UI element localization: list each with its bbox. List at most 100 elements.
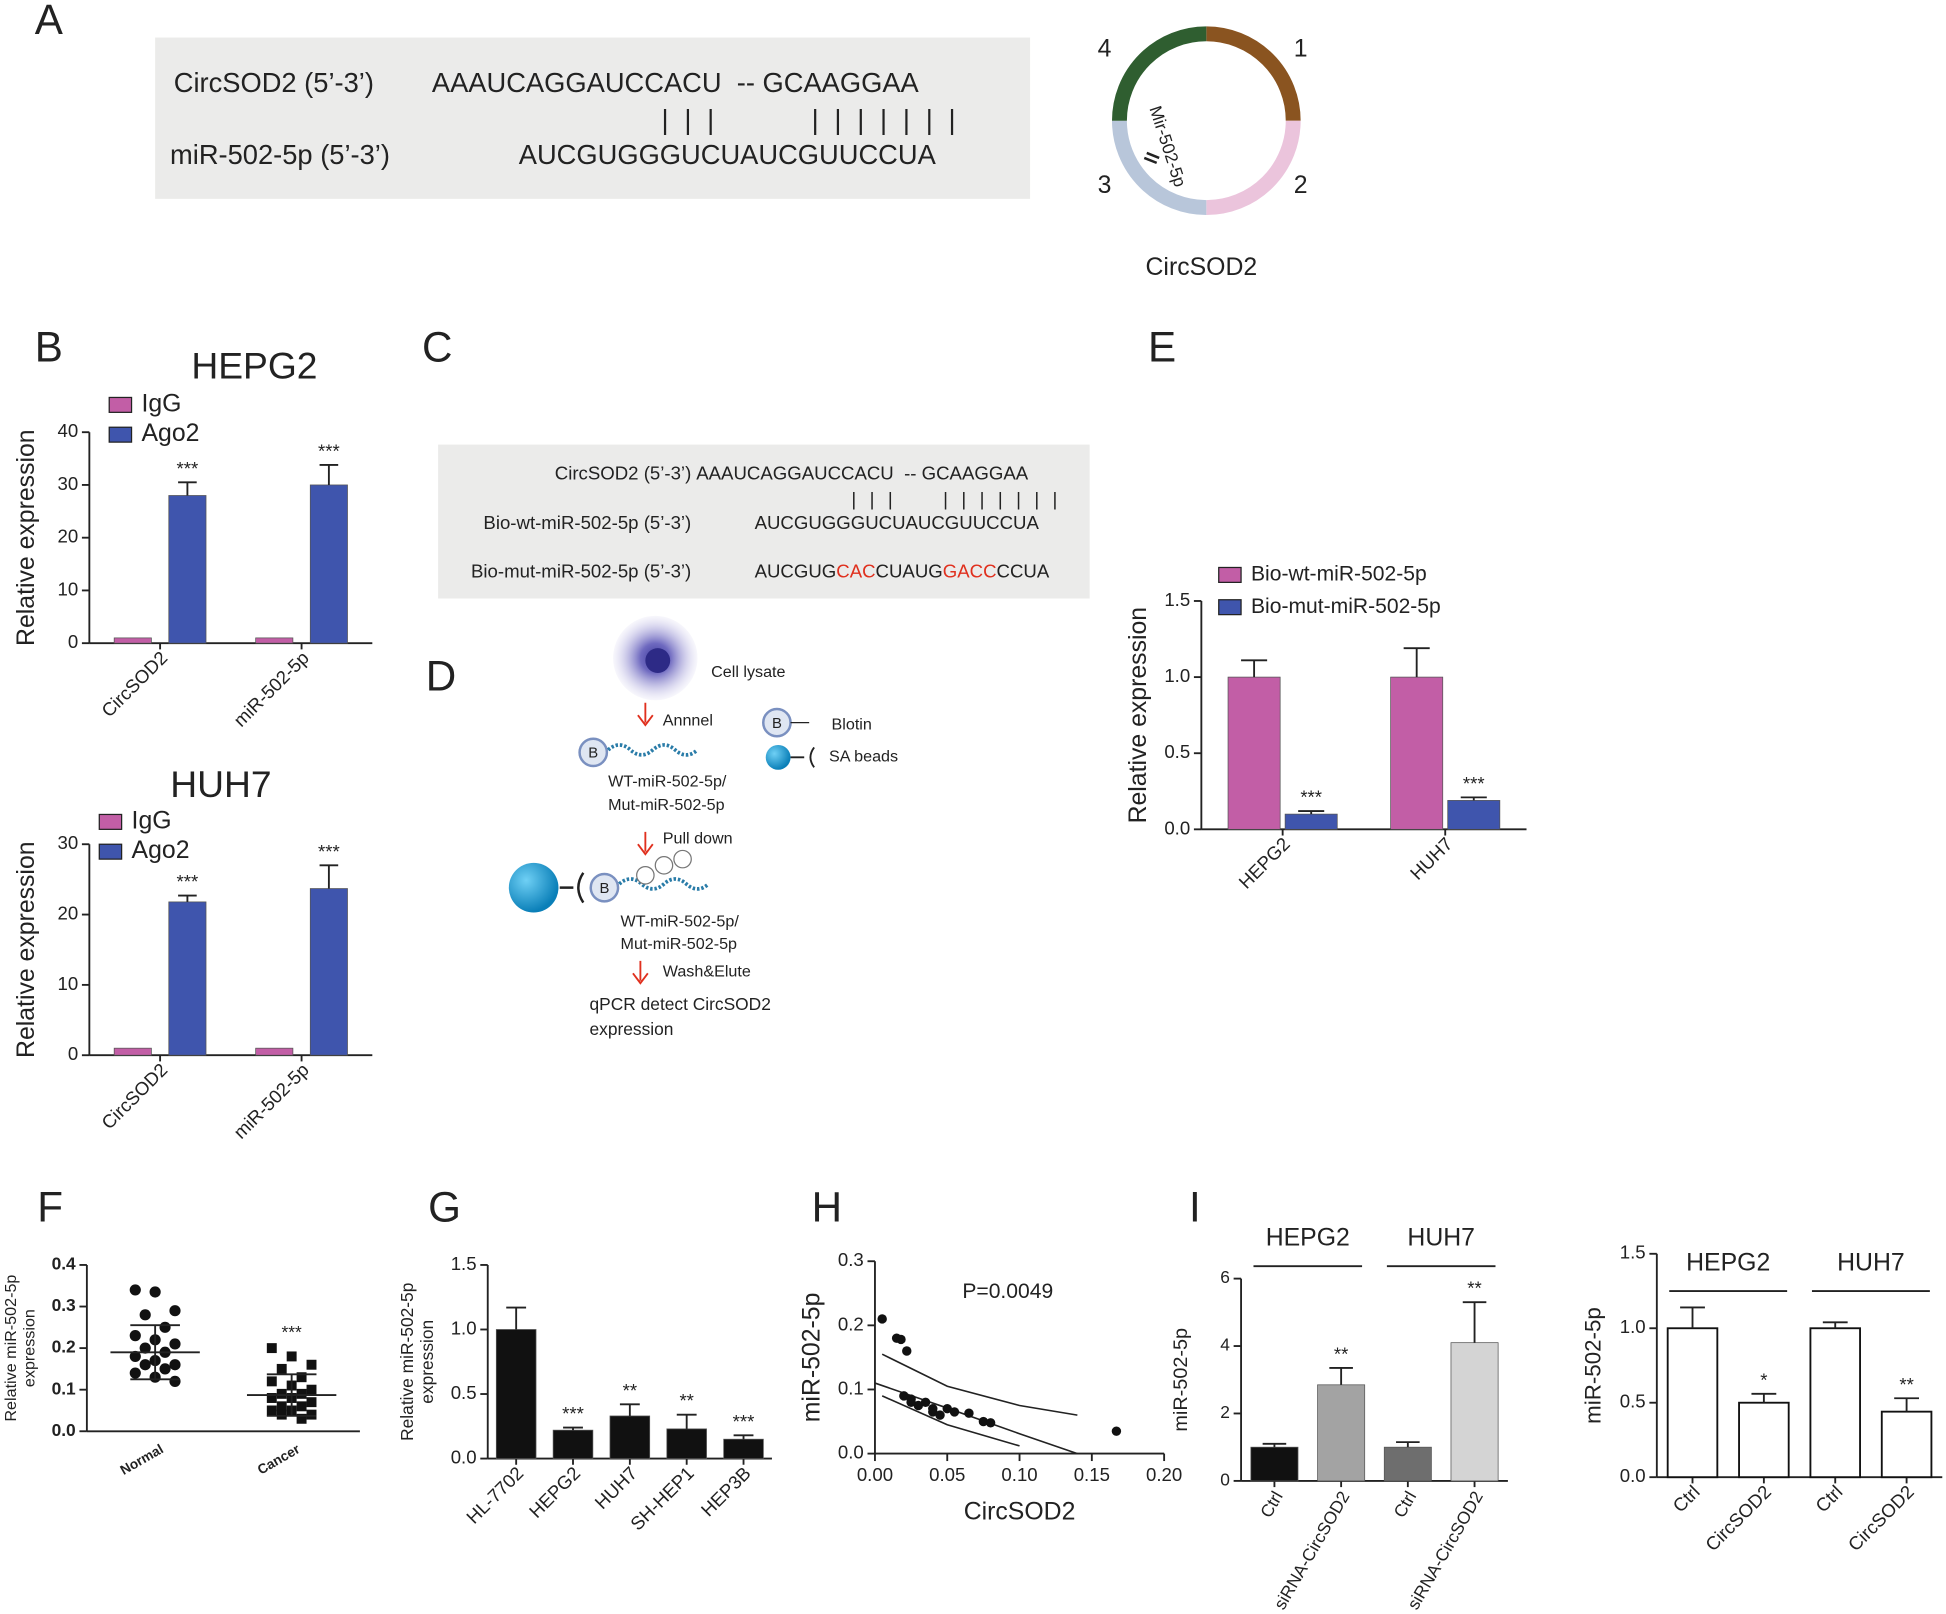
panel-label: I (1189, 1183, 1201, 1230)
x-tick-label: siRNA-CircSOD2 (1403, 1488, 1487, 1613)
y-tick-label: 0.0 (1164, 817, 1190, 838)
bound-rna-icon (654, 856, 674, 875)
error-bar (178, 481, 197, 496)
chart-title: HEPG2 (191, 345, 317, 387)
x-tick-label: HUH7 (1406, 833, 1457, 884)
diagram-text: Mut-miR-502-5p (608, 796, 725, 814)
x-tick-label: CircSOD2 (1701, 1481, 1775, 1555)
data-point (902, 1346, 912, 1356)
x-tick-label: CircSOD2 (97, 647, 171, 721)
y-tick-label: 0.5 (1164, 741, 1190, 762)
significance: ** (679, 1390, 693, 1411)
cell-nucleus-icon (645, 648, 671, 673)
y-tick-label: 1.5 (1620, 1242, 1646, 1263)
legend-text: Blotin (832, 715, 872, 733)
y-axis-label: Relative expression (13, 429, 40, 646)
error-bar (1460, 796, 1487, 801)
significance: *** (733, 1411, 755, 1432)
bar (309, 888, 348, 1056)
significance: *** (177, 871, 199, 892)
bar (1317, 1384, 1366, 1482)
biotin-letter: B (599, 881, 609, 897)
y-tick-label: 30 (57, 832, 78, 853)
y-tick-label: 0.0 (838, 1442, 864, 1463)
significance: * (1760, 1369, 1767, 1390)
diagram-text: Wash&Elute (663, 962, 751, 980)
diagram-text: Cell lysate (711, 663, 785, 681)
binding-site-mark (1143, 151, 1160, 165)
arrow (632, 960, 649, 985)
error-bar (676, 1413, 697, 1429)
pulldown-diagram: Cell lysate Annnel Annnel B WT-miR-502-5… (508, 615, 898, 1039)
sequence-box (438, 444, 1090, 599)
error-bar (178, 894, 197, 902)
data-point (169, 1305, 181, 1317)
group-label: HUH7 (1837, 1249, 1905, 1276)
error-bar (1241, 659, 1268, 678)
circrna-segment (1206, 26, 1301, 121)
significance: *** (282, 1322, 303, 1342)
x-tick-label: Ctrl (1389, 1488, 1420, 1521)
y-tick-label: 0 (1220, 1469, 1230, 1489)
segment-label: 3 (1098, 172, 1112, 199)
x-tick-label: HEPG2 (525, 1462, 584, 1521)
y-tick-label: 0.3 (838, 1249, 864, 1270)
error-bar (563, 1426, 583, 1431)
sequence-part: CAC (836, 560, 875, 581)
significance: *** (177, 458, 199, 479)
sequence-box (155, 37, 1031, 199)
y-axis-label: miR-502-5p (1170, 1328, 1192, 1432)
y-tick-label: 20 (57, 902, 78, 923)
legend-swatch (108, 396, 133, 413)
data-point (276, 1363, 287, 1374)
legend-label: IgG (141, 390, 181, 417)
x-tick-label: miR-502-5p (229, 1059, 313, 1143)
data-point (896, 1334, 906, 1345)
y-tick-label: 2 (1220, 1402, 1230, 1422)
error-bar (1329, 1367, 1353, 1385)
y-tick-label: 0.2 (52, 1337, 76, 1357)
data-point (978, 1416, 989, 1427)
data-point (296, 1388, 307, 1399)
sequence-label: Bio-mut-miR-502-5p (5’-3’) (471, 560, 691, 581)
data-point (1111, 1426, 1122, 1436)
error-bar (1298, 810, 1325, 815)
biotin-icon (578, 737, 609, 768)
y-tick-label: 1.0 (1164, 665, 1190, 686)
data-point (266, 1393, 277, 1403)
data-point (266, 1405, 277, 1416)
legend-label: Ago2 (141, 420, 199, 447)
legend-swatch (1218, 599, 1242, 616)
sequence-part: CCUA (997, 560, 1050, 581)
segment-label: 2 (1294, 172, 1308, 199)
x-tick-label: HL-7702 (462, 1462, 527, 1527)
biotin-icon (589, 872, 620, 903)
biotin-letter: B (588, 746, 598, 762)
x-tick-label: Cancer (255, 1441, 303, 1477)
data-point (129, 1367, 141, 1379)
y-tick-label: 10 (57, 973, 78, 994)
data-point (306, 1384, 317, 1395)
y-tick-label: 0 (68, 631, 78, 652)
y-axis-label: miR-502-5p (1581, 1307, 1606, 1424)
sequence: AUCGUGCACCUAUGGACCCCUA (755, 560, 1050, 581)
data-point (985, 1418, 996, 1428)
error-bar (1751, 1392, 1777, 1403)
data-point (129, 1350, 141, 1363)
sequence-part: CUAUG (876, 560, 943, 581)
bar (1666, 1327, 1719, 1479)
data-point (169, 1338, 181, 1350)
y-tick-label: 0.1 (838, 1377, 864, 1398)
rna-strand (618, 877, 710, 891)
x-tick-label: miR-502-5p (229, 647, 313, 731)
group-label: HEPG2 (1686, 1249, 1770, 1276)
bar (168, 901, 207, 1056)
legend-label: Bio-wt-miR-502-5p (1251, 562, 1427, 585)
error-bar (1462, 1301, 1487, 1343)
bound-rna-icon (673, 849, 692, 869)
sd-bar (266, 1373, 317, 1417)
diagram-text: Pull down (663, 830, 733, 848)
data-point (949, 1407, 960, 1417)
bar (113, 637, 152, 644)
